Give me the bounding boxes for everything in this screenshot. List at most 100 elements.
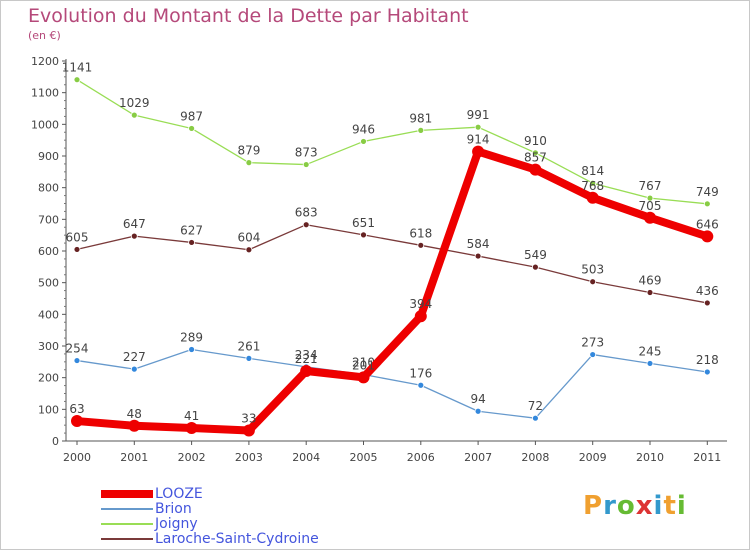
data-point [360,231,367,239]
data-label: 584 [467,237,490,251]
y-tick-label: 1000 [31,118,59,131]
x-tick-label: 2010 [636,451,664,464]
data-point [188,239,196,246]
legend-label: Laroche-Saint-Cydroine [155,531,319,547]
legend-swatch [101,508,153,510]
x-tick-label: 2002 [178,451,206,464]
data-label: 604 [237,231,260,245]
data-point [474,407,482,415]
data-point [417,381,425,389]
logo-letter: i [676,491,687,521]
data-label: 605 [66,230,89,244]
data-point [128,419,141,432]
data-label: 41 [184,409,199,423]
data-point [532,263,539,271]
data-point [130,111,138,119]
data-label: 33 [241,412,256,426]
data-point [586,191,599,204]
y-tick-label: 900 [38,150,59,163]
data-label: 991 [467,108,490,122]
data-point [188,125,196,132]
data-point [646,194,654,202]
y-tick-label: 600 [38,245,59,258]
data-point [589,278,597,286]
data-point [245,159,253,167]
data-point [300,365,313,378]
data-point [529,163,542,176]
data-point [589,179,597,187]
data-label: 981 [409,111,432,125]
data-label: 946 [352,122,375,136]
y-tick-label: 1100 [31,87,59,100]
data-point [71,415,83,428]
y-tick-label: 400 [38,308,59,321]
series-line-joigny [76,79,708,205]
logo-letter: o [616,491,636,521]
data-label: 705 [639,199,662,213]
y-tick-label: 800 [38,182,59,195]
data-label: 683 [295,206,318,220]
logo-letter: x [635,491,654,521]
x-tick-label: 2004 [292,451,320,464]
data-point [185,422,198,435]
data-label: 814 [581,164,604,178]
data-label: 549 [524,248,547,262]
data-label: 227 [123,350,146,364]
logo-letter: r [603,491,617,521]
data-point [532,414,539,422]
logo-letter: P [583,491,604,521]
data-label: 221 [295,352,318,366]
data-label: 469 [639,273,662,287]
data-point [589,351,597,358]
data-label: 767 [639,179,662,193]
data-point [242,424,255,437]
series-line-brion [76,348,708,419]
y-tick-label: 1200 [31,55,59,68]
data-label: 627 [180,223,203,237]
data-point [472,145,485,158]
data-point [130,365,138,373]
data-label: 857 [524,151,547,165]
data-point [417,126,425,134]
data-point [73,357,81,364]
chart-title: Evolution du Montant de la Dette par Hab… [28,5,469,27]
legend-label: Brion [155,501,192,517]
series-line-laroche-saint-cydroine [76,224,708,304]
legend-label: LOOZE [155,486,203,502]
data-point [474,252,482,260]
y-tick-label: 700 [38,213,59,226]
data-point [245,246,253,254]
data-label: 987 [180,109,203,123]
data-label: 94 [470,392,485,406]
y-tick-label: 300 [38,340,59,353]
data-label: 63 [69,402,84,416]
data-label: 218 [696,353,719,367]
y-tick-label: 0 [52,435,59,448]
x-tick-label: 2006 [407,451,435,464]
y-tick-label: 500 [38,277,59,290]
data-label: 749 [696,185,719,199]
data-label: 289 [180,330,203,344]
data-point [360,138,367,145]
data-point [644,211,656,224]
data-label: 261 [237,339,260,353]
data-label: 1141 [62,61,93,75]
data-point [73,246,81,253]
legend-swatch [101,538,153,540]
data-point [414,310,427,323]
data-point [703,299,711,307]
legend-swatch [101,523,153,525]
data-point [188,346,196,353]
data-label: 176 [409,366,432,380]
data-point [245,354,253,362]
data-label: 234 [295,348,318,362]
proxiti-logo: Proxiti [583,491,687,521]
data-label: 48 [127,407,142,421]
chart-unit: (en €) [28,29,61,42]
data-point [703,200,711,208]
data-label: 651 [352,216,375,230]
series-line-looze [73,147,712,435]
legend-swatch [101,490,153,498]
data-label: 254 [66,342,89,356]
